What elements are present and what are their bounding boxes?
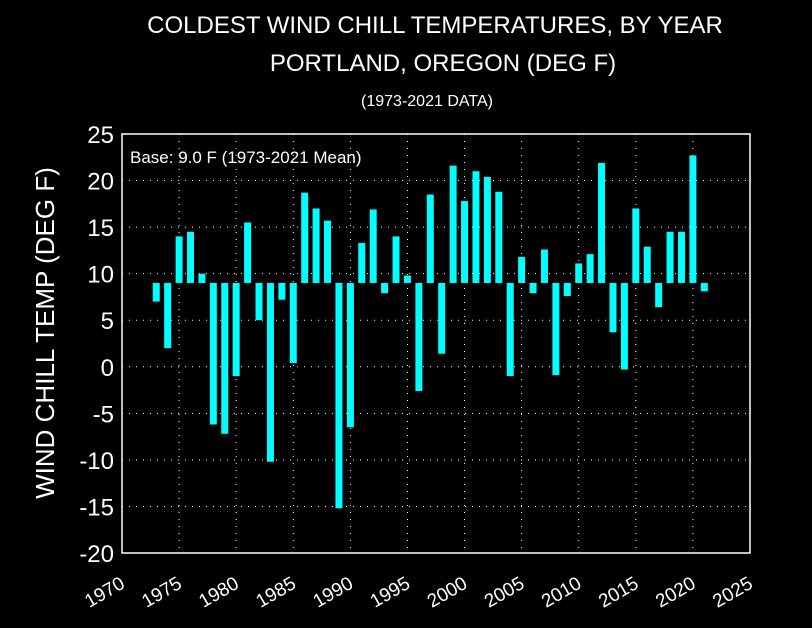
chart-title: COLDEST WIND CHILL TEMPERATURES, BY YEAR [147,12,723,39]
bar-2004 [506,282,514,377]
bar-1992 [369,209,377,283]
bar-2016 [643,246,651,283]
y-tick-label: 5 [101,308,114,335]
bar-2013 [609,282,617,333]
y-tick-label: 25 [87,122,114,149]
bar-2009 [563,282,571,297]
bar-1989 [335,282,343,509]
bar-1980 [232,282,240,377]
y-axis-label: WIND CHILL TEMP (DEG F) [30,167,60,499]
y-tick-label: -5 [93,401,114,428]
axes [121,133,751,554]
bar-1997 [426,194,434,283]
bar-2008 [552,282,560,376]
bar-2000 [461,201,469,283]
bar-1995 [403,275,411,283]
bar-2014 [620,282,628,370]
bar-1994 [392,236,400,283]
y-tick-label: 10 [87,262,114,289]
bar-2005 [518,256,526,283]
y-tick-label: 15 [87,215,114,242]
bar-1978 [209,282,217,425]
bar-1983 [266,282,274,462]
bar-1985 [289,282,297,364]
y-tick-label: -15 [79,494,114,521]
bar-1976 [187,231,195,283]
bar-2007 [540,249,548,283]
bar-2001 [472,171,480,283]
y-tick-labels: -20 -15 -10 -5 0 5 10 15 20 25 [79,122,114,568]
bar-1974 [164,282,172,349]
chart-subtitle-range: (1973-2021 DATA) [361,93,493,110]
bar-2018 [666,231,674,283]
bar-1988 [324,220,332,283]
bar-2017 [655,282,663,308]
bars [152,155,708,509]
bar-1981 [244,222,252,283]
bar-1977 [198,273,206,283]
bar-1973 [152,282,160,302]
plot-frame [121,133,751,554]
bar-2006 [529,282,537,294]
bar-1998 [438,282,446,354]
bar-2010 [575,263,583,283]
y-tick-label: -10 [79,448,114,475]
bar-1982 [255,282,263,321]
base-annotation: Base: 9.0 F (1973-2021 Mean) [130,148,362,167]
bar-2021 [700,282,708,292]
bar-1996 [415,282,423,391]
bar-1991 [358,242,366,283]
y-tick-label: 20 [87,169,114,196]
y-tick-label: 0 [101,355,114,382]
bar-1984 [278,282,286,300]
bar-2002 [483,176,491,283]
bar-1975 [175,236,183,283]
bar-1999 [449,165,457,283]
bar-2015 [632,208,640,283]
bar-2020 [689,155,697,283]
bar-1993 [381,282,389,294]
y-tick-label: -20 [79,541,114,568]
bar-2011 [586,254,594,283]
bar-1987 [312,208,320,283]
chart-subtitle: PORTLAND, OREGON (DEG F) [270,50,616,77]
bar-1986 [301,192,309,283]
bar-2012 [598,162,606,283]
bar-2019 [677,231,685,283]
bar-2003 [495,191,503,283]
bar-1979 [221,282,229,434]
bar-1990 [346,282,354,428]
